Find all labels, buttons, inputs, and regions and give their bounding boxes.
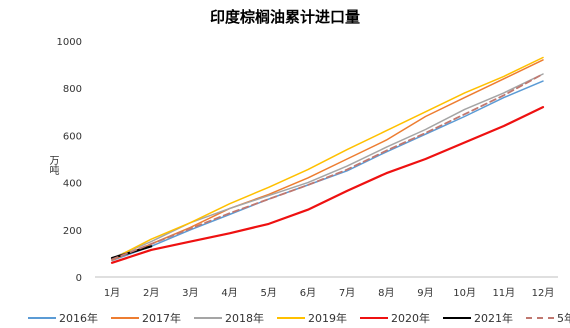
legend-swatch <box>443 317 471 319</box>
x-tick-label: 12月 <box>532 287 555 299</box>
series-line-4 <box>110 105 545 264</box>
chart-title: 印度棕榈油累计进口量 <box>209 8 360 26</box>
x-tick-label: 10月 <box>453 287 476 299</box>
x-tick-label: 2月 <box>143 287 159 299</box>
legend-swatch <box>360 317 388 319</box>
legend-label: 2018年 <box>225 312 264 325</box>
legend-swatch <box>277 317 305 319</box>
series-line-3 <box>111 56 544 261</box>
legend-swatch <box>526 317 554 319</box>
x-tick-label: 9月 <box>417 287 433 299</box>
legend-item: 2021年 <box>443 311 513 325</box>
x-tick-label: 5月 <box>261 287 277 299</box>
y-tick-label: 600 <box>63 131 82 142</box>
legend-item: 2016年 <box>28 311 98 325</box>
legend-label: 2017年 <box>142 312 181 325</box>
x-tick-label: 3月 <box>182 287 198 299</box>
legend-item: 2020年 <box>360 311 430 325</box>
legend-item: 2017年 <box>111 311 181 325</box>
x-tick-label: 8月 <box>378 287 394 299</box>
legend-item: 2019年 <box>277 311 347 325</box>
legend-swatch <box>194 317 222 319</box>
y-tick-label: 0 <box>76 273 82 284</box>
y-tick-label: 200 <box>63 226 82 237</box>
series-line-1 <box>111 59 544 261</box>
x-tick-label: 11月 <box>492 287 515 299</box>
y-tick-label: 1000 <box>57 37 82 48</box>
x-tick-label: 6月 <box>300 287 316 299</box>
legend-label: 2021年 <box>474 312 513 325</box>
legend-label: 5年均值 <box>557 312 570 325</box>
series-line-2 <box>111 73 544 259</box>
y-axis-label: 万吨 <box>47 155 58 175</box>
x-tick-label: 4月 <box>221 287 237 299</box>
x-tick-label: 1月 <box>104 287 120 299</box>
legend-label: 2019年 <box>308 312 347 325</box>
legend-label: 2020年 <box>391 312 430 325</box>
legend-item: 2018年 <box>194 311 264 325</box>
y-tick-label: 400 <box>63 179 82 190</box>
legend-swatch <box>28 317 56 319</box>
legend-swatch <box>111 317 139 319</box>
x-tick-label: 7月 <box>339 287 355 299</box>
series-line-6 <box>111 73 544 261</box>
legend-item: 5年均值 <box>526 311 570 325</box>
legend-label: 2016年 <box>59 312 98 325</box>
y-tick-label: 800 <box>63 84 82 95</box>
chart-legend: 2016年 2017年 2018年 2019年 2020年 2021年 5年均值 <box>28 311 570 325</box>
